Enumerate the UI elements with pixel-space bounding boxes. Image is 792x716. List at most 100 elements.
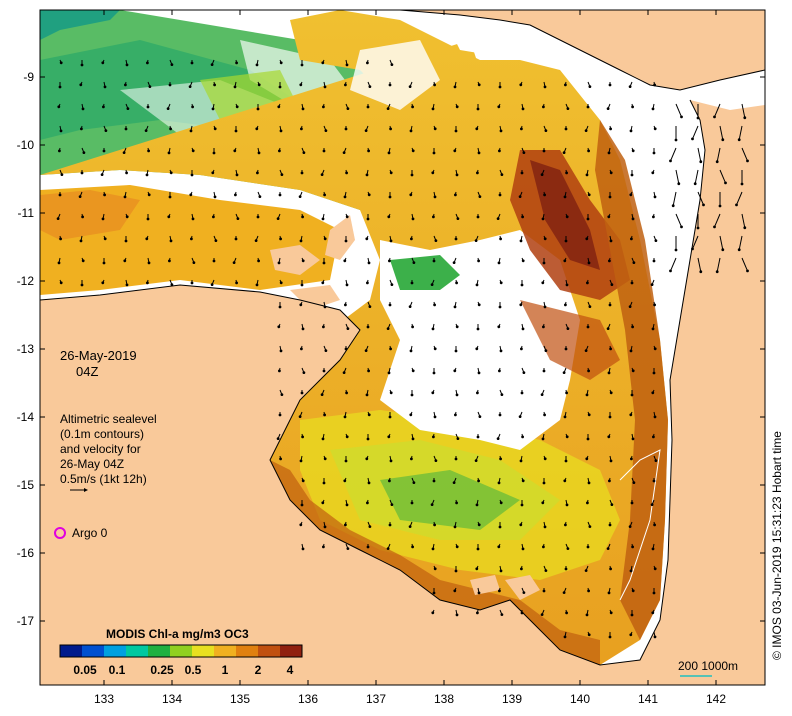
velocity-arrow bbox=[410, 390, 414, 397]
velocity-arrow bbox=[235, 169, 239, 177]
velocity-arrow bbox=[366, 279, 369, 285]
velocity-arrow bbox=[145, 169, 149, 177]
velocity-arrow bbox=[521, 477, 525, 483]
velocity-arrow bbox=[59, 279, 63, 285]
velocity-arrow bbox=[81, 257, 85, 263]
velocity-arrow bbox=[564, 346, 568, 351]
velocity-arrow bbox=[147, 191, 151, 197]
velocity-arrow bbox=[343, 191, 347, 199]
velocity-arrow bbox=[103, 235, 107, 241]
velocity-arrow bbox=[519, 455, 523, 463]
velocity-arrow bbox=[651, 323, 655, 331]
velocity-arrow bbox=[653, 125, 657, 131]
velocity-arrow bbox=[322, 368, 326, 373]
velocity-arrow bbox=[671, 191, 677, 208]
velocity-arrow bbox=[543, 191, 546, 197]
velocity-arrow bbox=[58, 147, 61, 153]
velocity-arrow bbox=[320, 169, 325, 177]
velocity-arrow bbox=[587, 477, 591, 485]
velocity-arrow bbox=[409, 125, 413, 133]
velocity-arrow bbox=[255, 125, 259, 131]
velocity-arrow bbox=[57, 257, 61, 265]
velocity-arrow bbox=[432, 433, 435, 439]
velocity-arrow bbox=[452, 477, 457, 485]
velocity-arrow bbox=[499, 609, 504, 616]
velocity-arrow bbox=[279, 169, 284, 177]
credit-text: © IMOS 03-Jun-2019 15:31:23 Hobart time bbox=[770, 431, 784, 660]
velocity-arrow bbox=[321, 433, 325, 441]
velocity-arrow bbox=[211, 169, 215, 175]
velocity-arrow bbox=[631, 323, 634, 329]
velocity-arrow bbox=[146, 104, 150, 109]
velocity-arrow bbox=[675, 169, 681, 186]
argo-marker-icon bbox=[54, 527, 66, 539]
velocity-arrow bbox=[81, 103, 85, 111]
colorbar-tick-label: 0.5 bbox=[184, 663, 202, 677]
velocity-arrow bbox=[125, 59, 129, 67]
velocity-arrow bbox=[167, 147, 171, 155]
velocity-arrow bbox=[542, 478, 546, 485]
velocity-arrow bbox=[410, 235, 413, 241]
velocity-arrow bbox=[344, 301, 347, 307]
velocity-arrow bbox=[102, 258, 106, 265]
velocity-arrow bbox=[477, 521, 481, 527]
velocity-arrow bbox=[364, 125, 369, 133]
velocity-arrow bbox=[564, 81, 567, 87]
velocity-arrow bbox=[542, 323, 545, 329]
velocity-arrow bbox=[323, 411, 327, 417]
velocity-arrow bbox=[323, 235, 327, 241]
velocity-arrow bbox=[541, 279, 545, 285]
velocity-arrow bbox=[298, 191, 303, 199]
velocity-arrow bbox=[345, 323, 350, 331]
velocity-arrow bbox=[301, 147, 306, 155]
velocity-arrow bbox=[541, 499, 545, 505]
velocity-arrow bbox=[125, 103, 130, 110]
velocity-arrow bbox=[630, 610, 634, 617]
velocity-arrow bbox=[323, 81, 327, 89]
velocity-arrow bbox=[169, 125, 173, 131]
colorbar-tick-label: 2 bbox=[254, 663, 262, 677]
velocity-arrow bbox=[719, 169, 727, 185]
velocity-arrow bbox=[411, 543, 415, 549]
colorbar-swatch bbox=[214, 645, 237, 657]
velocity-arrow bbox=[607, 213, 611, 219]
velocity-arrow bbox=[345, 213, 349, 219]
velocity-arrow bbox=[521, 103, 525, 111]
velocity-arrow bbox=[608, 257, 611, 263]
velocity-arrow bbox=[541, 433, 545, 441]
velocity-arrow bbox=[587, 367, 590, 373]
velocity-arrow bbox=[299, 235, 303, 243]
velocity-arrow bbox=[411, 323, 415, 329]
velocity-arrow bbox=[430, 499, 435, 507]
velocity-arrow bbox=[497, 477, 501, 485]
velocity-arrow bbox=[674, 126, 678, 142]
velocity-arrow bbox=[278, 302, 282, 309]
velocity-arrow bbox=[345, 279, 349, 287]
velocity-arrow bbox=[342, 367, 347, 375]
velocity-arrow bbox=[146, 214, 150, 221]
velocity-arrow bbox=[411, 433, 415, 441]
velocity-arrow bbox=[386, 543, 391, 550]
velocity-arrow bbox=[653, 565, 657, 571]
velocity-arrow bbox=[543, 235, 547, 241]
velocity-arrows bbox=[56, 59, 749, 639]
velocity-arrow bbox=[300, 345, 303, 351]
velocity-arrow bbox=[496, 433, 501, 441]
velocity-arrow bbox=[521, 433, 524, 439]
velocity-arrow bbox=[388, 522, 392, 527]
velocity-arrow bbox=[543, 301, 547, 309]
velocity-arrow bbox=[476, 214, 480, 219]
velocity-arrow bbox=[477, 477, 481, 483]
velocity-arrow bbox=[256, 104, 260, 111]
colorbar-swatch bbox=[170, 645, 193, 657]
velocity-arrow bbox=[59, 125, 63, 133]
velocity-arrow bbox=[342, 147, 347, 155]
velocity-arrow bbox=[674, 236, 678, 252]
velocity-arrow bbox=[477, 81, 481, 87]
velocity-arrow bbox=[518, 191, 523, 199]
velocity-arrow bbox=[543, 455, 547, 461]
velocity-arrow bbox=[587, 147, 590, 153]
velocity-arrow bbox=[631, 213, 635, 221]
velocity-arrow bbox=[718, 192, 722, 208]
velocity-arrow bbox=[629, 345, 633, 353]
